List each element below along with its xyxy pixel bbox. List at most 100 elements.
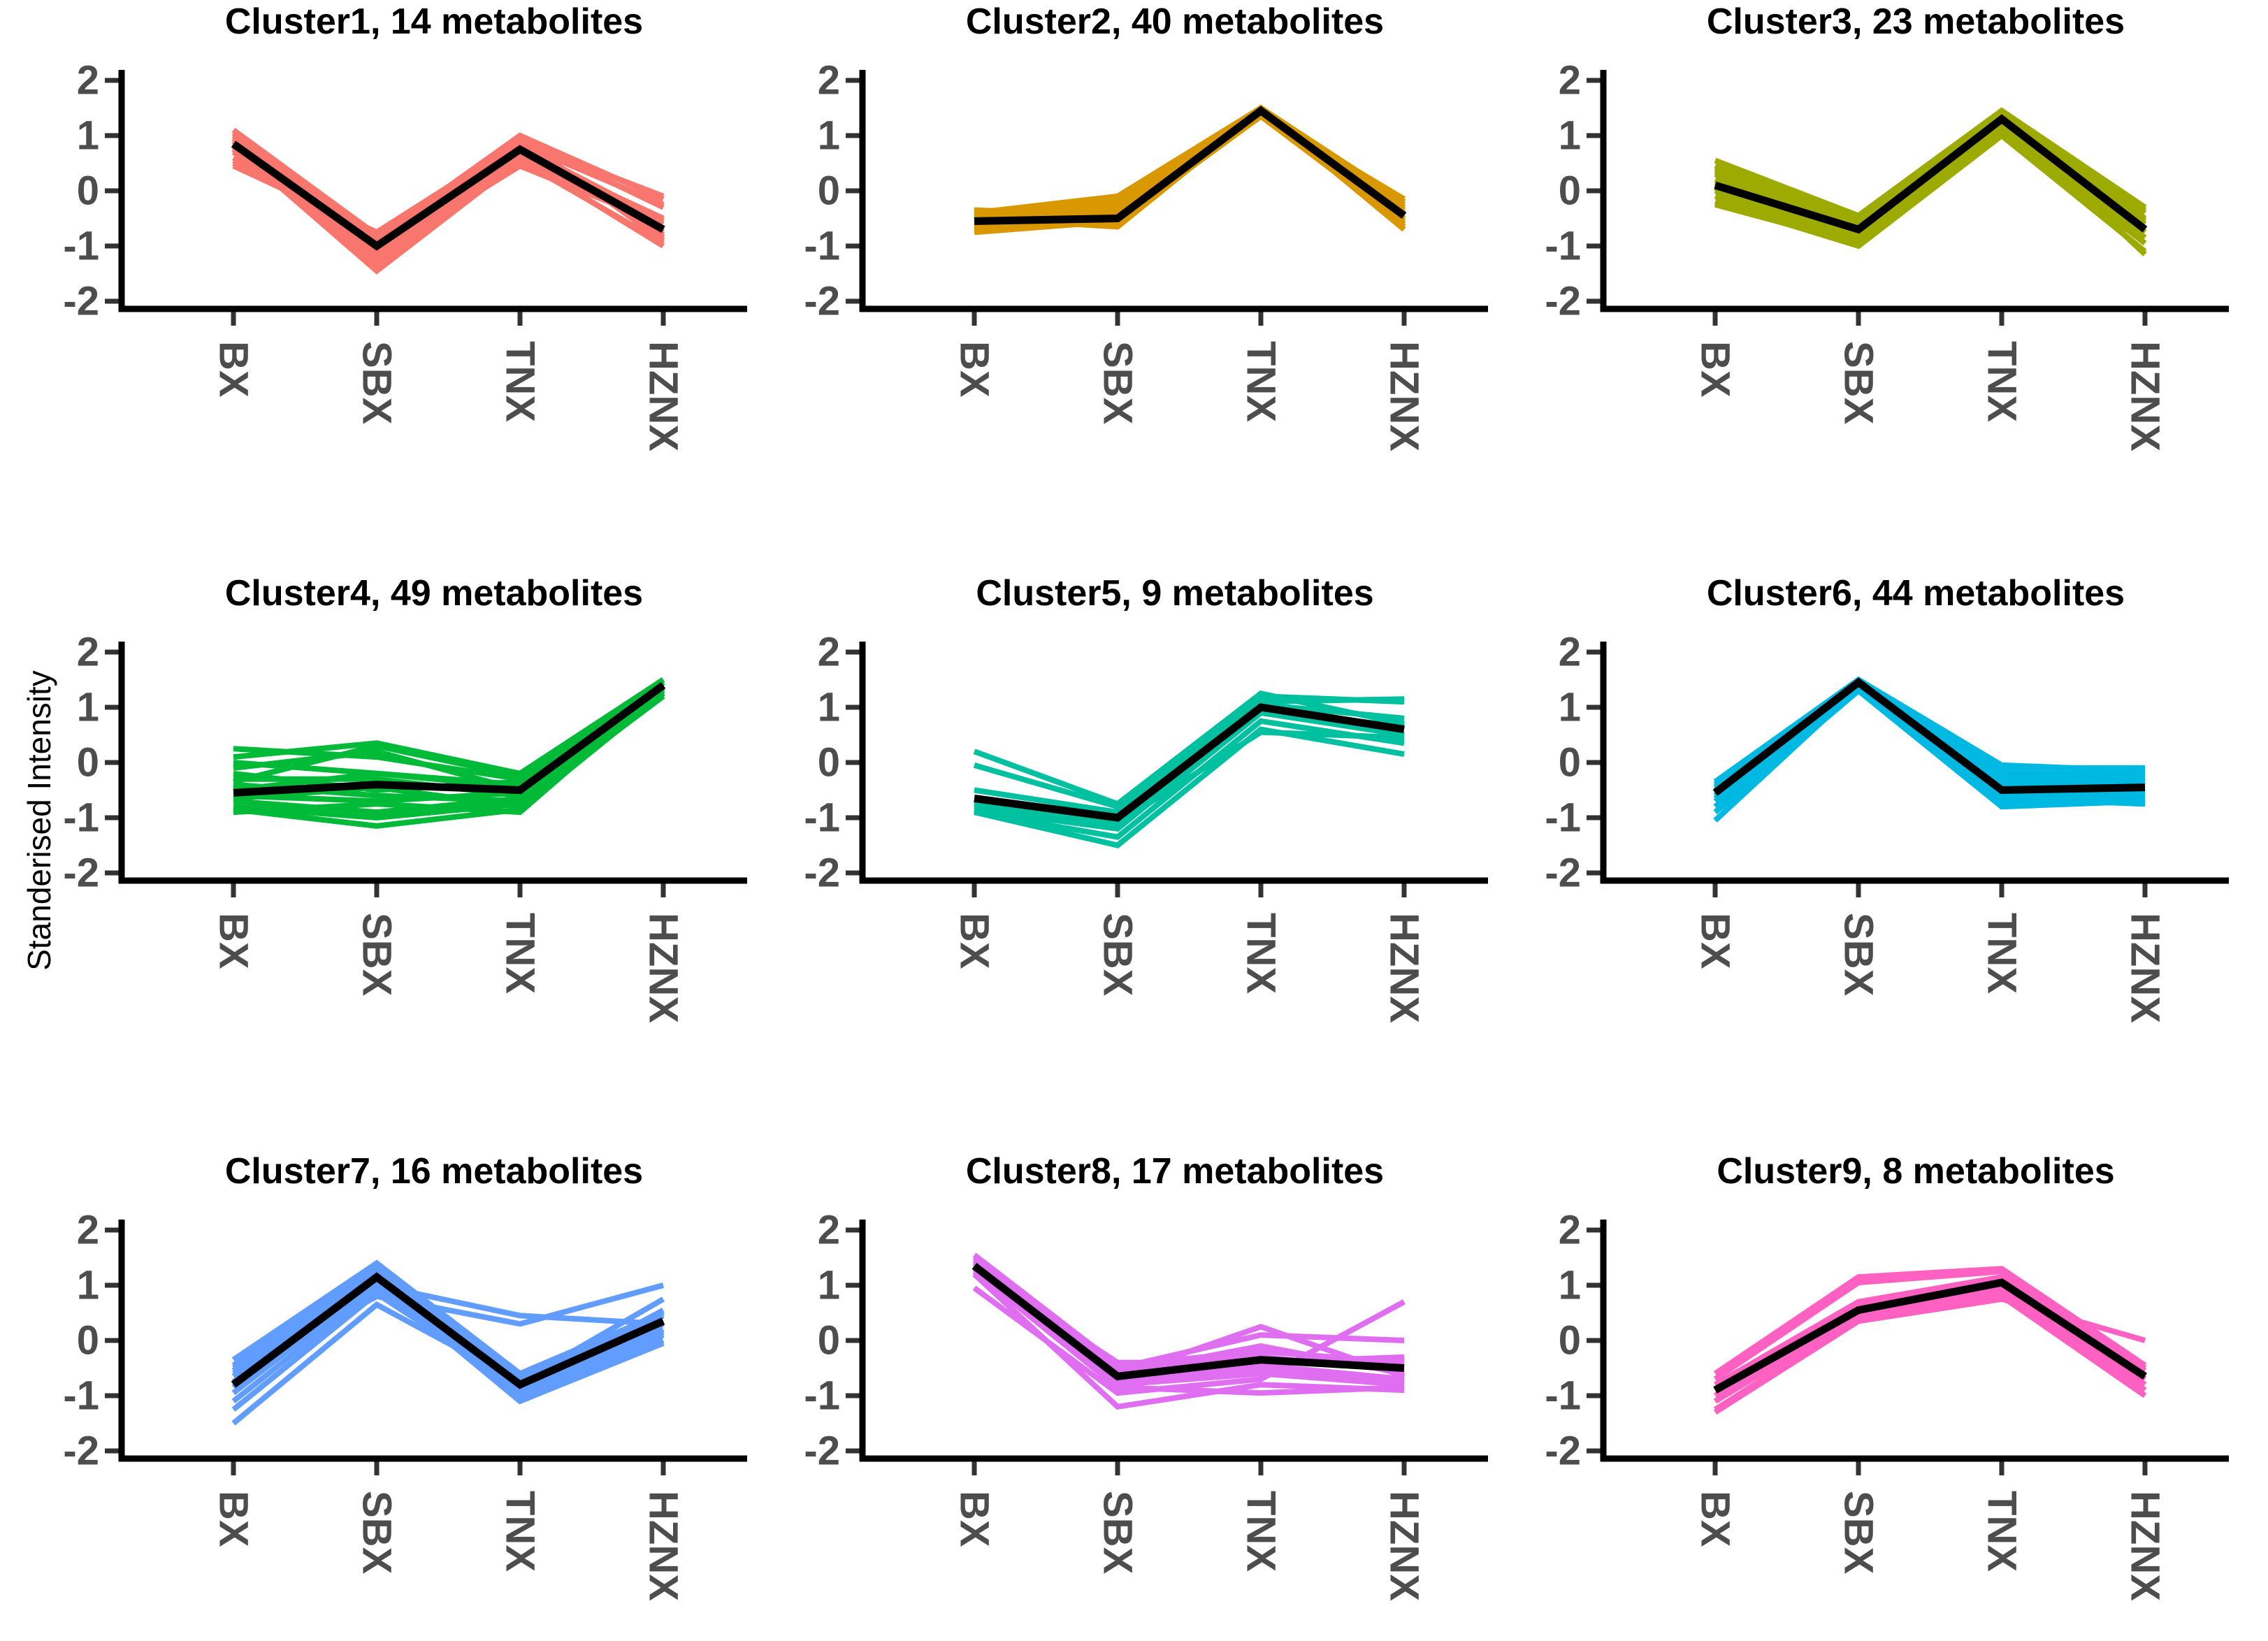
y-tick-label: 0 <box>1559 739 1581 785</box>
member-line <box>1714 107 2147 219</box>
cluster-panel-6: Cluster6, 44 metabolites 2 1 0 -1 -2 BX SBX TNX H… <box>1526 547 2267 1094</box>
x-tick-label: BX <box>952 1491 997 1547</box>
x-tick-label: SBX <box>1836 913 1881 997</box>
y-tick-label: -1 <box>804 795 840 840</box>
y-tick-label: -2 <box>63 850 99 895</box>
plot-group: Cluster8, 17 metabolites 2 1 0 -1 -2 BX SBX TNX H… <box>804 1151 1488 1602</box>
y-tick-label: 0 <box>77 168 99 214</box>
cluster-plot-6: Cluster6, 44 metabolites 2 1 0 -1 -2 BX SBX TNX H… <box>1545 573 2229 1023</box>
x-tick-label: SBX <box>1095 913 1141 997</box>
y-tick-label: -2 <box>1545 1429 1581 1474</box>
cluster-panel-5: Cluster5, 9 metabolites 2 1 0 -1 -2 BX SBX TNX HZ… <box>786 547 1526 1094</box>
member-line <box>231 144 665 275</box>
member-line <box>1713 1288 2147 1404</box>
panel-grid: Cluster1, 14 metabolites 2 1 0 -1 -2 BX SBX TNX H… <box>45 0 2267 1641</box>
x-tick-label: SBX <box>354 341 400 425</box>
cluster-plot-7: Cluster7, 16 metabolites 2 1 0 -1 -2 BX SBX TNX H… <box>63 1151 747 1602</box>
y-tick-label: 1 <box>818 684 840 730</box>
y-tick-label: -2 <box>1545 850 1581 895</box>
cluster-panel-9: Cluster9, 8 metabolites 2 1 0 -1 -2 BX SBX TNX HZ… <box>1526 1094 2267 1640</box>
member-line <box>233 677 665 785</box>
member-line <box>974 729 1405 826</box>
x-tick-label: BX <box>952 341 997 398</box>
y-tick-label: -1 <box>63 224 99 269</box>
x-tick-label: HZNX <box>1382 1491 1427 1601</box>
mean-line <box>231 1272 665 1389</box>
x-tick-label: HZNX <box>2123 1491 2168 1601</box>
x-tick-label: TNX <box>1238 913 1284 994</box>
cluster-plot-4: Cluster4, 49 metabolites 2 1 0 -1 -2 BX SBX TNX H… <box>63 573 747 1023</box>
y-tick-label: -2 <box>63 1429 99 1474</box>
x-tick-label: BX <box>1693 913 1738 969</box>
mean-line <box>1713 1278 2148 1394</box>
panel-title: Cluster1, 14 metabolites <box>225 1 643 42</box>
plot-group: Cluster9, 8 metabolites 2 1 0 -1 -2 BX SBX TNX HZ… <box>1545 1151 2229 1602</box>
member-line <box>974 709 1405 832</box>
panel-title: Cluster8, 17 metabolites <box>966 1151 1384 1192</box>
x-tick-label: TNX <box>1979 913 2025 994</box>
x-tick-label: HZNX <box>1382 341 1427 451</box>
y-tick-label: 0 <box>1559 1318 1581 1364</box>
y-tick-label: 1 <box>1559 1263 1581 1308</box>
plot-group: Cluster4, 49 metabolites 2 1 0 -1 -2 BX SBX TNX H… <box>63 573 747 1023</box>
y-tick-label: 1 <box>77 1263 99 1308</box>
mean-line <box>974 702 1405 822</box>
y-tick-label: 2 <box>818 629 840 674</box>
cluster-panel-8: Cluster8, 17 metabolites 2 1 0 -1 -2 BX SBX TNX H… <box>786 1094 1526 1640</box>
plot-group: Cluster2, 40 metabolites 2 1 0 -1 -2 BX SBX TNX H… <box>804 1 1488 451</box>
x-tick-label: BX <box>1693 1491 1738 1547</box>
x-tick-label: TNX <box>498 913 543 994</box>
plot-group: Cluster1, 14 metabolites 2 1 0 -1 -2 BX SBX TNX H… <box>63 1 747 451</box>
cluster-panel-4: Cluster4, 49 metabolites 2 1 0 -1 -2 BX SBX TNX H… <box>45 547 786 1094</box>
x-tick-label: TNX <box>1979 341 2025 422</box>
x-tick-label: BX <box>211 341 257 398</box>
y-tick-label: 2 <box>77 629 99 674</box>
mean-line <box>974 106 1407 225</box>
cluster-plot-1: Cluster1, 14 metabolites 2 1 0 -1 -2 BX SBX TNX H… <box>63 1 747 451</box>
y-tick-label: 0 <box>818 1318 840 1364</box>
panel-title: Cluster3, 23 metabolites <box>1707 1 2125 42</box>
y-tick-label: 0 <box>818 739 840 785</box>
x-tick-label: BX <box>211 913 257 969</box>
panel-title: Cluster4, 49 metabolites <box>225 573 643 614</box>
x-tick-label: HZNX <box>2123 913 2168 1023</box>
member-line <box>972 1266 1405 1366</box>
mean-line <box>1714 114 2148 234</box>
y-tick-label: 1 <box>1559 113 1581 159</box>
cluster-plot-9: Cluster9, 8 metabolites 2 1 0 -1 -2 BX SBX TNX HZ… <box>1545 1151 2229 1602</box>
x-tick-label: TNX <box>498 341 543 422</box>
y-tick-label: -1 <box>804 224 840 269</box>
y-tick-label: 2 <box>77 58 99 103</box>
member-line <box>1714 115 2147 256</box>
y-tick-label: 2 <box>818 58 840 103</box>
member-line <box>1713 1296 2146 1415</box>
cluster-plot-2: Cluster2, 40 metabolites 2 1 0 -1 -2 BX SBX TNX H… <box>804 1 1488 451</box>
y-tick-label: -2 <box>63 279 99 324</box>
cluster-plot-8: Cluster8, 17 metabolites 2 1 0 -1 -2 BX SBX TNX H… <box>804 1151 1488 1602</box>
y-tick-label: -1 <box>63 795 99 840</box>
y-tick-label: -2 <box>804 279 840 324</box>
panel-title: Cluster6, 44 metabolites <box>1707 573 2125 614</box>
x-tick-label: SBX <box>1095 1491 1141 1575</box>
panel-title: Cluster7, 16 metabolites <box>225 1151 643 1192</box>
y-tick-label: 2 <box>1559 58 1581 103</box>
panel-title: Cluster2, 40 metabolites <box>966 1 1384 42</box>
y-tick-label: -1 <box>63 1373 99 1419</box>
member-line <box>233 685 665 815</box>
cluster-panel-3: Cluster3, 23 metabolites 2 1 0 -1 -2 BX SBX TNX H… <box>1526 0 2267 547</box>
plot-group: Cluster5, 9 metabolites 2 1 0 -1 -2 BX SBX TNX HZ… <box>804 573 1488 1023</box>
mean-line <box>1712 677 2146 796</box>
x-tick-label: TNX <box>498 1491 543 1572</box>
mean-line <box>231 140 665 251</box>
cluster-plot-5: Cluster5, 9 metabolites 2 1 0 -1 -2 BX SBX TNX HZ… <box>804 573 1488 1023</box>
y-tick-label: -2 <box>804 850 840 895</box>
panel-title: Cluster9, 8 metabolites <box>1717 1151 2114 1192</box>
y-tick-label: 0 <box>77 1318 99 1364</box>
plot-group: Cluster6, 44 metabolites 2 1 0 -1 -2 BX SBX TNX H… <box>1545 573 2229 1023</box>
x-tick-label: TNX <box>1979 1491 2025 1572</box>
cluster-plot-3: Cluster3, 23 metabolites 2 1 0 -1 -2 BX SBX TNX H… <box>1545 1 2229 451</box>
y-tick-label: 2 <box>818 1208 840 1253</box>
y-tick-label: 2 <box>77 1208 99 1253</box>
plot-group: Cluster7, 16 metabolites 2 1 0 -1 -2 BX SBX TNX H… <box>63 1151 747 1602</box>
